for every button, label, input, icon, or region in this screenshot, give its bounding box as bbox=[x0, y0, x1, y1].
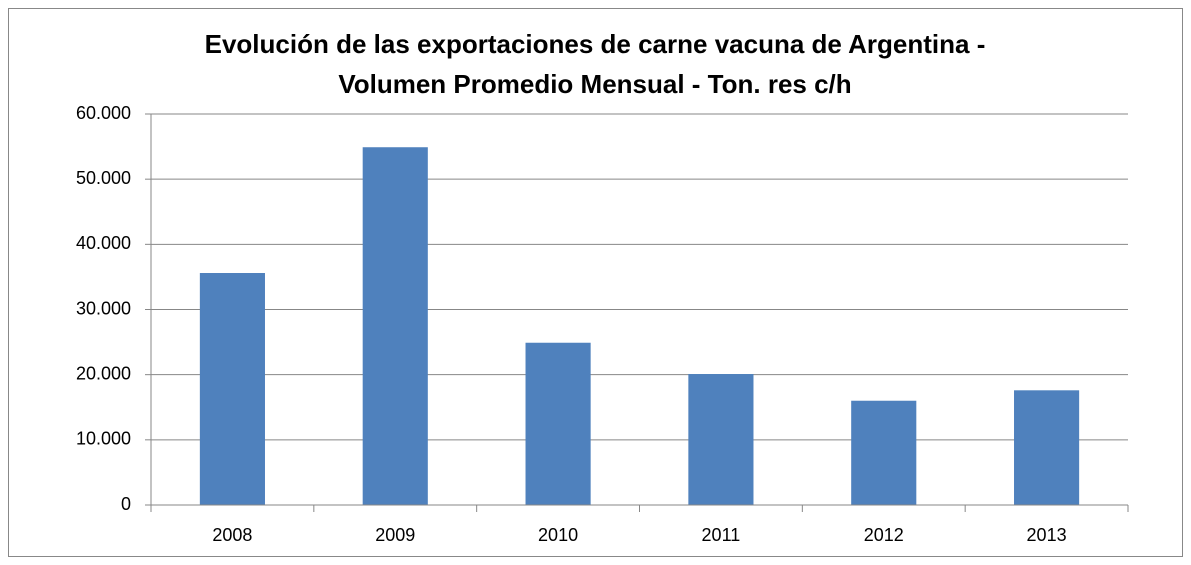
y-tick-label: 0 bbox=[121, 494, 131, 514]
bar bbox=[362, 147, 428, 506]
bar bbox=[1014, 390, 1080, 505]
y-tick-label: 50.000 bbox=[76, 168, 131, 188]
x-tick-label: 2010 bbox=[538, 525, 578, 545]
chart-title: Volumen Promedio Mensual - Ton. res c/h bbox=[338, 69, 851, 99]
y-tick-label: 10.000 bbox=[76, 429, 131, 449]
bar bbox=[199, 273, 265, 505]
x-tick-label: 2011 bbox=[702, 525, 741, 545]
bar bbox=[851, 400, 917, 505]
x-tick-label: 2013 bbox=[1027, 525, 1067, 545]
x-tick-label: 2012 bbox=[864, 525, 904, 545]
y-tick-label: 20.000 bbox=[76, 363, 131, 383]
bar bbox=[525, 342, 591, 505]
y-tick-label: 40.000 bbox=[76, 233, 131, 253]
y-tick-label: 30.000 bbox=[76, 298, 131, 318]
bar bbox=[688, 374, 754, 505]
x-tick-label: 2008 bbox=[212, 525, 252, 545]
chart-title: Evolución de las exportaciones de carne … bbox=[205, 29, 986, 59]
x-tick-label: 2009 bbox=[375, 525, 415, 545]
y-tick-label: 60.000 bbox=[76, 103, 131, 123]
